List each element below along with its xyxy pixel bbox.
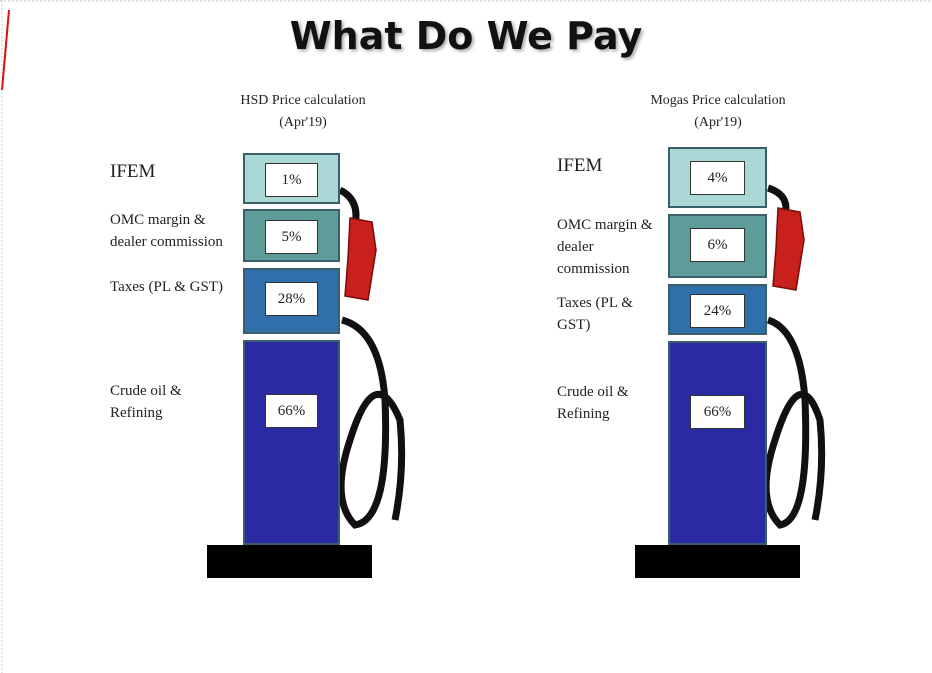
title: What Do We Pay xyxy=(0,14,932,58)
segment-label: OMC margin & dealer commission xyxy=(110,209,230,253)
pump-base xyxy=(207,545,372,578)
segment-label: OMC margin & dealer commission xyxy=(557,214,662,280)
segment-label: Crude oil & Refining xyxy=(110,380,230,424)
page: What Do We Pay HSD Price calculation (Ap… xyxy=(0,0,932,673)
segment-label: Taxes (PL & GST) xyxy=(110,276,230,298)
segment-label: IFEM xyxy=(557,155,662,177)
segment-value: 66% xyxy=(265,394,318,428)
segment-value: 28% xyxy=(265,282,318,316)
segment-value: 66% xyxy=(690,395,745,429)
segment-label: Crude oil & Refining xyxy=(557,381,662,425)
pump-heading: HSD Price calculation (Apr'19) xyxy=(228,90,378,134)
segment-value: 1% xyxy=(265,163,318,197)
segment-value: 24% xyxy=(690,294,745,328)
segment-value: 6% xyxy=(690,228,745,262)
pump-segment xyxy=(243,340,340,545)
segment-label: IFEM xyxy=(110,161,230,183)
segment-value: 4% xyxy=(690,161,745,195)
pump-heading: Mogas Price calculation (Apr'19) xyxy=(643,90,793,134)
segment-label: Taxes (PL & GST) xyxy=(557,292,662,336)
pump-segment xyxy=(668,341,767,545)
pump-base xyxy=(635,545,800,578)
segment-value: 5% xyxy=(265,220,318,254)
